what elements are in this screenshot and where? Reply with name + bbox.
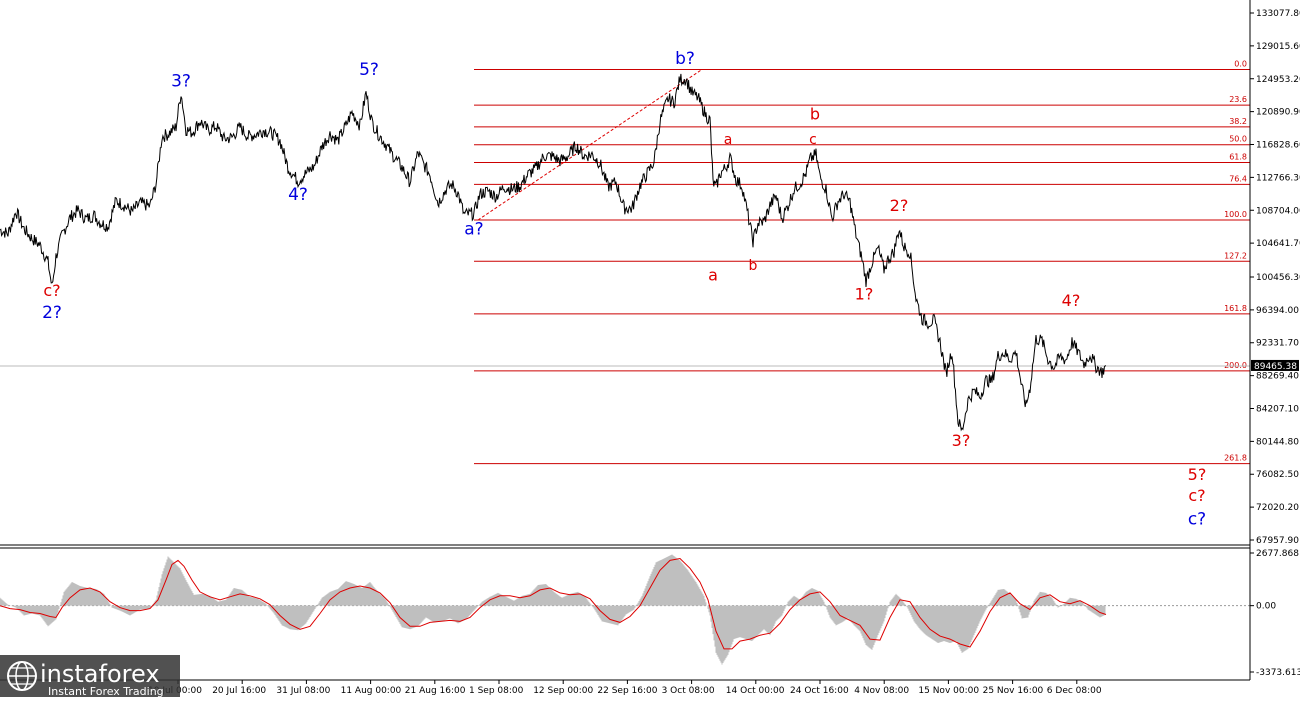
logo-globe-icon: [7, 661, 37, 691]
time-axis-label: 1 Sep 08:00: [469, 686, 524, 696]
wave-label: a: [708, 266, 718, 285]
price-series-line: [0, 73, 1107, 432]
time-axis-label: 4 Nov 08:00: [854, 686, 909, 696]
indicator-panel: [0, 554, 1250, 665]
time-axis-label: 20 Jul 16:00: [212, 686, 266, 696]
wave-label: 3?: [952, 431, 971, 450]
time-axis-label: 6 Dec 08:00: [1047, 686, 1102, 696]
price-panel: 0.0 23.6 38.2 50.0 61.8 76.4 100.0 127.2 161.8 20…: [0, 0, 1250, 544]
price-axis-label: 108704.00: [1256, 206, 1300, 216]
fib-level-label: 127.2: [1224, 251, 1247, 260]
time-axis-label: 24 Oct 16:00: [790, 686, 849, 696]
wave-label: 2?: [890, 196, 909, 215]
logo-subtext: Instant Forex Trading: [48, 685, 164, 698]
price-axis-label: 112766.30: [1256, 173, 1300, 183]
price-panel-background: [0, 0, 1250, 544]
price-axis-label: 80144.80: [1256, 437, 1299, 447]
fib-level-label: 161.8: [1224, 304, 1247, 313]
wave-label: 4?: [1062, 291, 1081, 310]
price-axis-label: 67957.90: [1256, 536, 1299, 546]
time-axis-label: 3 Oct 08:00: [662, 686, 715, 696]
oscillator-histogram: [0, 554, 1106, 665]
current-price-tag-bg: [1251, 359, 1299, 371]
price-axis-label: 100456.30: [1256, 273, 1300, 283]
fib-level-label: 261.8: [1224, 454, 1247, 463]
price-axis-label: 96394.00: [1256, 306, 1299, 316]
price-axis-label: 133077.80: [1256, 9, 1300, 19]
indicator-axis-label: 2677.868: [1256, 549, 1299, 559]
time-axis-label: 31 Jul 08:00: [276, 686, 330, 696]
price-axis-label: 84207.10: [1256, 404, 1299, 414]
wave-label: b: [810, 105, 820, 124]
fib-level-label: 0.0: [1234, 59, 1247, 68]
logo-text: instaforex: [40, 660, 160, 688]
wave-label: b?: [675, 49, 695, 69]
indicator-axis-label: 0.00: [1256, 602, 1276, 612]
wave-label: c?: [43, 281, 60, 300]
fib-level-label: 23.6: [1229, 95, 1247, 104]
time-axis-label: 14 Oct 00:00: [726, 686, 785, 696]
time-axis-label: 12 Sep 00:00: [533, 686, 593, 696]
wave-label: b: [749, 258, 758, 274]
price-axis-label: 88269.40: [1256, 372, 1299, 382]
price-axis-label: 129015.60: [1256, 42, 1300, 52]
price-axis-label: 72020.20: [1256, 503, 1299, 513]
time-axis-label: 25 Nov 16:00: [983, 686, 1044, 696]
current-price-tag: 89465.38: [1251, 359, 1299, 372]
price-axis-label: 120890.90: [1256, 108, 1300, 118]
fib-level-label: 200.0: [1224, 361, 1247, 370]
fib-level-label: 50.0: [1229, 135, 1247, 144]
price-axis-label: 104641.70: [1256, 239, 1300, 249]
instaforex-logo: instaforex Instant Forex Trading: [0, 655, 180, 698]
wave-label: 5?: [1188, 465, 1207, 484]
time-axis-label: 15 Nov 00:00: [918, 686, 979, 696]
price-axis: 133077.80 129015.60 124953.20 120890.90 1168…: [1250, 9, 1300, 546]
wave-label: c: [809, 132, 817, 148]
oscillator-signal-line: [0, 557, 1107, 650]
fib-level-label: 38.2: [1229, 117, 1247, 126]
time-axis-label: 11 Aug 00:00: [341, 686, 402, 696]
wave-label: 5?: [359, 60, 379, 80]
wave-label: 2?: [42, 303, 62, 323]
indicator-axis-label: -3373.613: [1256, 668, 1300, 678]
price-axis-label: 92331.70: [1256, 339, 1299, 349]
wave-label: 1?: [855, 284, 874, 303]
wave-label: c?: [1188, 486, 1205, 505]
price-axis-label: 76082.50: [1256, 470, 1299, 480]
wave-label: 4?: [288, 185, 308, 205]
fib-level-label: 61.8: [1229, 153, 1247, 162]
price-axis-label: 116828.60: [1256, 141, 1300, 151]
fib-level-label: 76.4: [1229, 174, 1247, 183]
wave-label: 3?: [171, 71, 191, 91]
wave-label: a?: [464, 220, 483, 240]
current-price-label: 89465.38: [1254, 362, 1297, 372]
time-axis-label: 22 Sep 16:00: [597, 686, 657, 696]
fib-level-label: 100.0: [1224, 210, 1247, 219]
time-axis-label: 21 Aug 16:00: [405, 686, 466, 696]
wave-label: a: [724, 132, 733, 148]
price-axis-label: 124953.20: [1256, 75, 1300, 85]
wave-label: c?: [1188, 509, 1206, 529]
indicator-axis: 2677.868 0.00 -3373.613: [1250, 549, 1300, 678]
